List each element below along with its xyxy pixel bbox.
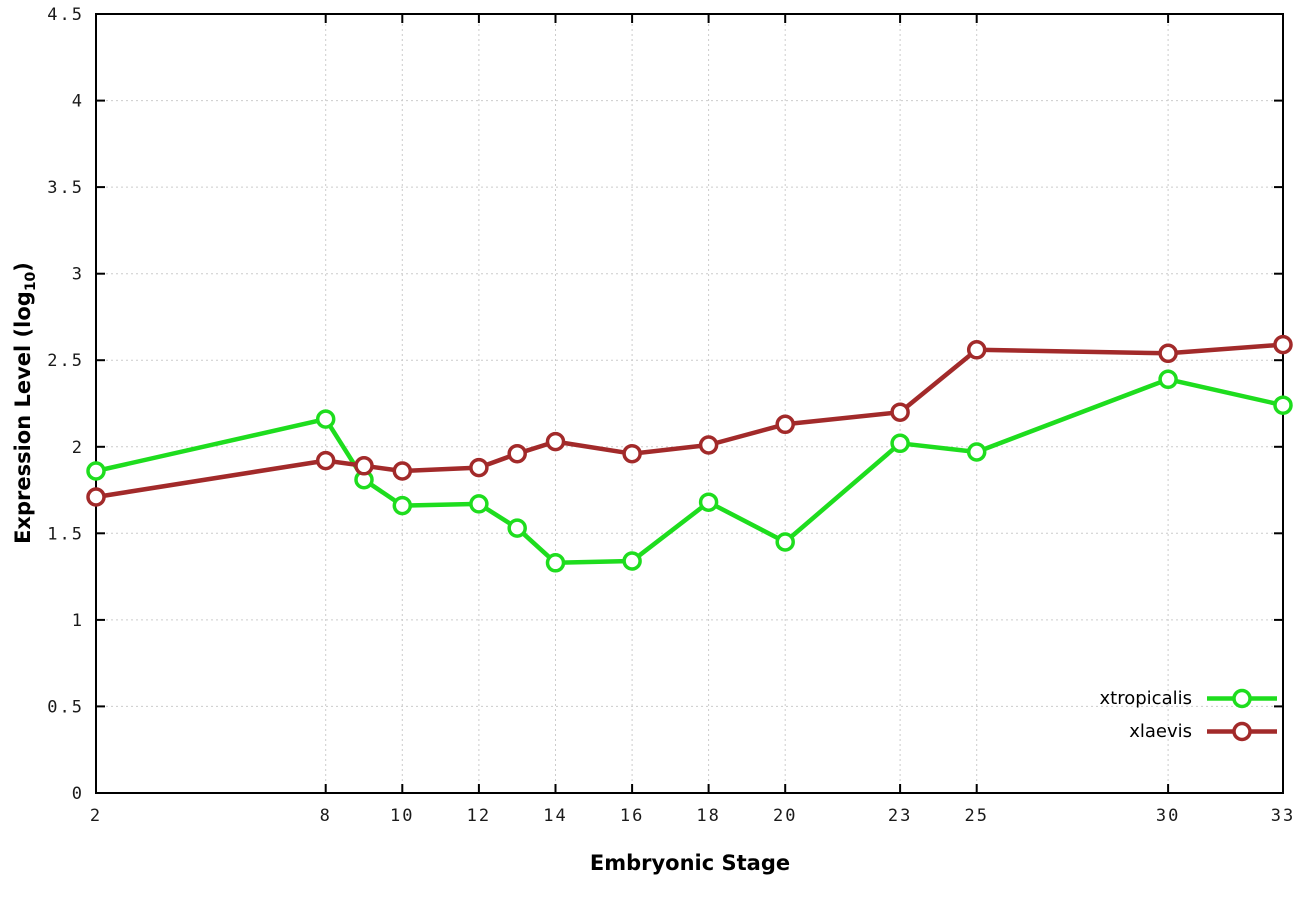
y-tick-label: 4 [72,92,84,112]
series-xlaevis-marker [469,457,489,478]
y-tick-label: 1 [72,611,84,631]
legend-sample-line-icon [1207,688,1277,709]
x-tick-label: 25 [964,806,988,826]
series-xlaevis-marker [1158,343,1178,364]
y-tick-label: 1.5 [47,524,84,544]
y-tick-label: 0.5 [47,697,84,717]
y-tick-label: 3.5 [47,178,84,198]
series-xlaevis-marker [1273,334,1293,355]
legend-sample-line-icon [1207,721,1277,742]
x-tick-label: 14 [543,806,567,826]
series-xtropicalis-marker [622,551,642,571]
x-tick-label: 18 [696,806,720,826]
y-tick-label: 2 [72,438,84,458]
series-xtropicalis-marker [507,518,527,538]
y-tick-label: 2.5 [47,351,84,371]
series-xlaevis-marker [545,431,566,452]
series-xtropicalis-marker [86,461,106,481]
series-xlaevis-marker [622,443,642,464]
series-xlaevis-marker [354,456,374,476]
series-xlaevis-marker [315,450,336,471]
series-xtropicalis-marker [775,532,795,552]
y-axis-label: Expression Level (log10) [11,262,39,544]
x-tick-label: 30 [1156,806,1180,826]
series-xlaevis-marker [775,414,795,435]
y-axis-label-suffix: ) [10,262,35,272]
x-tick-label: 2 [90,806,102,826]
series-xtropicalis-marker [698,492,719,512]
legend-label-xtropicalis: xtropicalis [1099,688,1192,709]
x-tick-label: 33 [1271,806,1295,826]
x-tick-label: 23 [888,806,912,826]
y-tick-label: 4.5 [47,5,84,25]
legend-label-xlaevis: xlaevis [1129,721,1192,742]
x-tick-label: 10 [390,806,414,826]
series-xlaevis-marker [966,340,987,360]
series-xtropicalis-marker [1273,395,1293,415]
series-xlaevis-marker [890,402,910,422]
series-xtropicalis-marker [966,442,987,462]
series-xtropicalis-marker [469,494,489,514]
series-xtropicalis-marker [315,409,336,429]
legend-item-xtropicalis: xtropicalis [1100,687,1280,710]
x-tick-label: 8 [320,806,332,826]
x-axis-label: Embryonic Stage [589,851,791,875]
series-xlaevis-marker [507,443,527,464]
x-tick-label: 16 [620,806,644,826]
series-xtropicalis-marker [545,553,566,573]
series-xtropicalis-marker [392,495,413,516]
series-xtropicalis-marker [1158,369,1178,390]
legend: xtropicalis xlaevis [1100,687,1280,743]
series-xlaevis-marker [86,487,106,507]
series-xlaevis-marker [392,461,413,481]
series-xlaevis-line [95,342,1284,500]
series-xtropicalis-marker [890,433,910,454]
y-tick-label: 3 [72,265,84,285]
legend-item-xlaevis: xlaevis [1100,720,1280,743]
x-tick-label: 20 [773,806,797,826]
y-tick-label: 0 [72,784,84,804]
x-tick-label: 12 [467,806,491,826]
series-xlaevis-marker [698,435,719,455]
y-axis-label-subscript: 10 [23,271,40,292]
y-axis-label-text: Expression Level (log [10,291,35,544]
